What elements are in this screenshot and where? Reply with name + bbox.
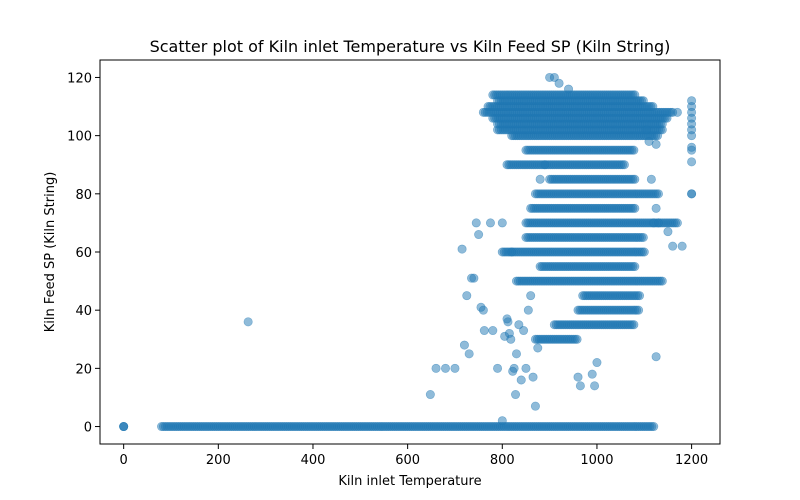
data-point xyxy=(471,218,481,228)
data-point xyxy=(488,326,498,336)
x-tick-label: 600 xyxy=(395,453,420,468)
data-point xyxy=(506,334,516,344)
x-tick-label: 400 xyxy=(301,453,326,468)
data-point xyxy=(474,230,484,240)
data-point xyxy=(243,317,253,327)
data-point xyxy=(573,372,583,382)
data-point xyxy=(629,320,639,330)
data-point xyxy=(587,369,597,379)
data-point xyxy=(653,218,663,228)
x-tick-label: 1000 xyxy=(580,453,613,468)
data-point xyxy=(526,291,536,301)
data-point xyxy=(478,305,488,315)
data-point xyxy=(514,320,524,330)
y-tick-label: 0 xyxy=(84,421,92,436)
data-point xyxy=(635,291,645,301)
data-point xyxy=(535,174,545,184)
data-point xyxy=(651,139,661,149)
data-point xyxy=(630,203,640,213)
data-point xyxy=(672,218,682,228)
data-point xyxy=(509,363,519,373)
data-point xyxy=(638,96,648,106)
chart-title: Scatter plot of Kiln inlet Temperature v… xyxy=(150,37,671,56)
y-axis-label: Kiln Feed SP (Kiln String) xyxy=(43,172,58,333)
data-point xyxy=(516,375,526,385)
data-point xyxy=(651,352,661,362)
data-point xyxy=(511,390,521,400)
data-point xyxy=(649,422,659,432)
data-point xyxy=(554,78,564,88)
data-point xyxy=(663,227,673,237)
data-point xyxy=(677,241,687,251)
data-point xyxy=(687,131,697,141)
data-point xyxy=(519,326,529,336)
data-point xyxy=(507,247,517,257)
data-point xyxy=(497,218,507,228)
x-tick-label: 800 xyxy=(490,453,515,468)
data-point xyxy=(479,326,489,336)
data-point xyxy=(687,189,697,199)
data-point xyxy=(440,363,450,373)
data-point xyxy=(648,102,658,112)
data-point xyxy=(425,390,435,400)
data-point xyxy=(469,273,479,283)
data-point xyxy=(119,422,129,432)
data-point xyxy=(630,174,640,184)
data-point xyxy=(450,363,460,373)
data-point xyxy=(533,343,543,353)
data-point xyxy=(646,174,656,184)
data-point xyxy=(464,349,474,359)
data-point xyxy=(634,305,644,315)
y-tick-label: 60 xyxy=(75,246,92,261)
data-point xyxy=(462,291,472,301)
x-tick-label: 200 xyxy=(206,453,231,468)
data-point xyxy=(431,363,441,373)
x-axis: 0 200 400 600 800 1000 1200 xyxy=(120,444,708,468)
data-point xyxy=(523,305,533,315)
data-point xyxy=(687,157,697,167)
y-tick-label: 40 xyxy=(75,304,92,319)
data-point xyxy=(630,262,640,272)
data-point xyxy=(540,160,550,170)
data-point xyxy=(528,372,538,382)
data-point xyxy=(564,84,574,94)
data-point xyxy=(459,340,469,350)
data-point xyxy=(642,125,652,135)
y-tick-label: 100 xyxy=(67,130,92,145)
data-point xyxy=(638,232,648,242)
data-point xyxy=(457,244,467,254)
data-point xyxy=(590,381,600,391)
x-tick-label: 0 xyxy=(120,453,128,468)
y-tick-label: 20 xyxy=(75,362,92,377)
x-tick-label: 1200 xyxy=(675,453,708,468)
data-point xyxy=(668,241,678,251)
data-point xyxy=(530,401,540,411)
data-point xyxy=(639,247,649,257)
data-point xyxy=(657,276,667,286)
y-axis: 0 20 40 60 80 100 120 xyxy=(67,71,100,436)
data-point xyxy=(572,334,582,344)
data-point xyxy=(497,416,507,426)
data-point xyxy=(651,203,661,213)
data-point xyxy=(503,317,513,327)
data-point xyxy=(629,145,639,155)
points-layer xyxy=(119,72,697,432)
x-axis-label: Kiln inlet Temperature xyxy=(338,474,481,489)
data-point xyxy=(521,363,531,373)
data-point xyxy=(575,381,585,391)
data-point xyxy=(493,363,503,373)
data-point xyxy=(485,218,495,228)
y-tick-label: 80 xyxy=(75,188,92,203)
data-point xyxy=(630,90,640,100)
data-point xyxy=(549,72,559,82)
data-point xyxy=(511,349,521,359)
data-point xyxy=(592,358,602,368)
y-tick-label: 120 xyxy=(67,71,92,86)
data-point xyxy=(653,189,663,199)
data-point xyxy=(687,145,697,155)
data-point xyxy=(619,160,629,170)
data-point xyxy=(672,107,682,117)
